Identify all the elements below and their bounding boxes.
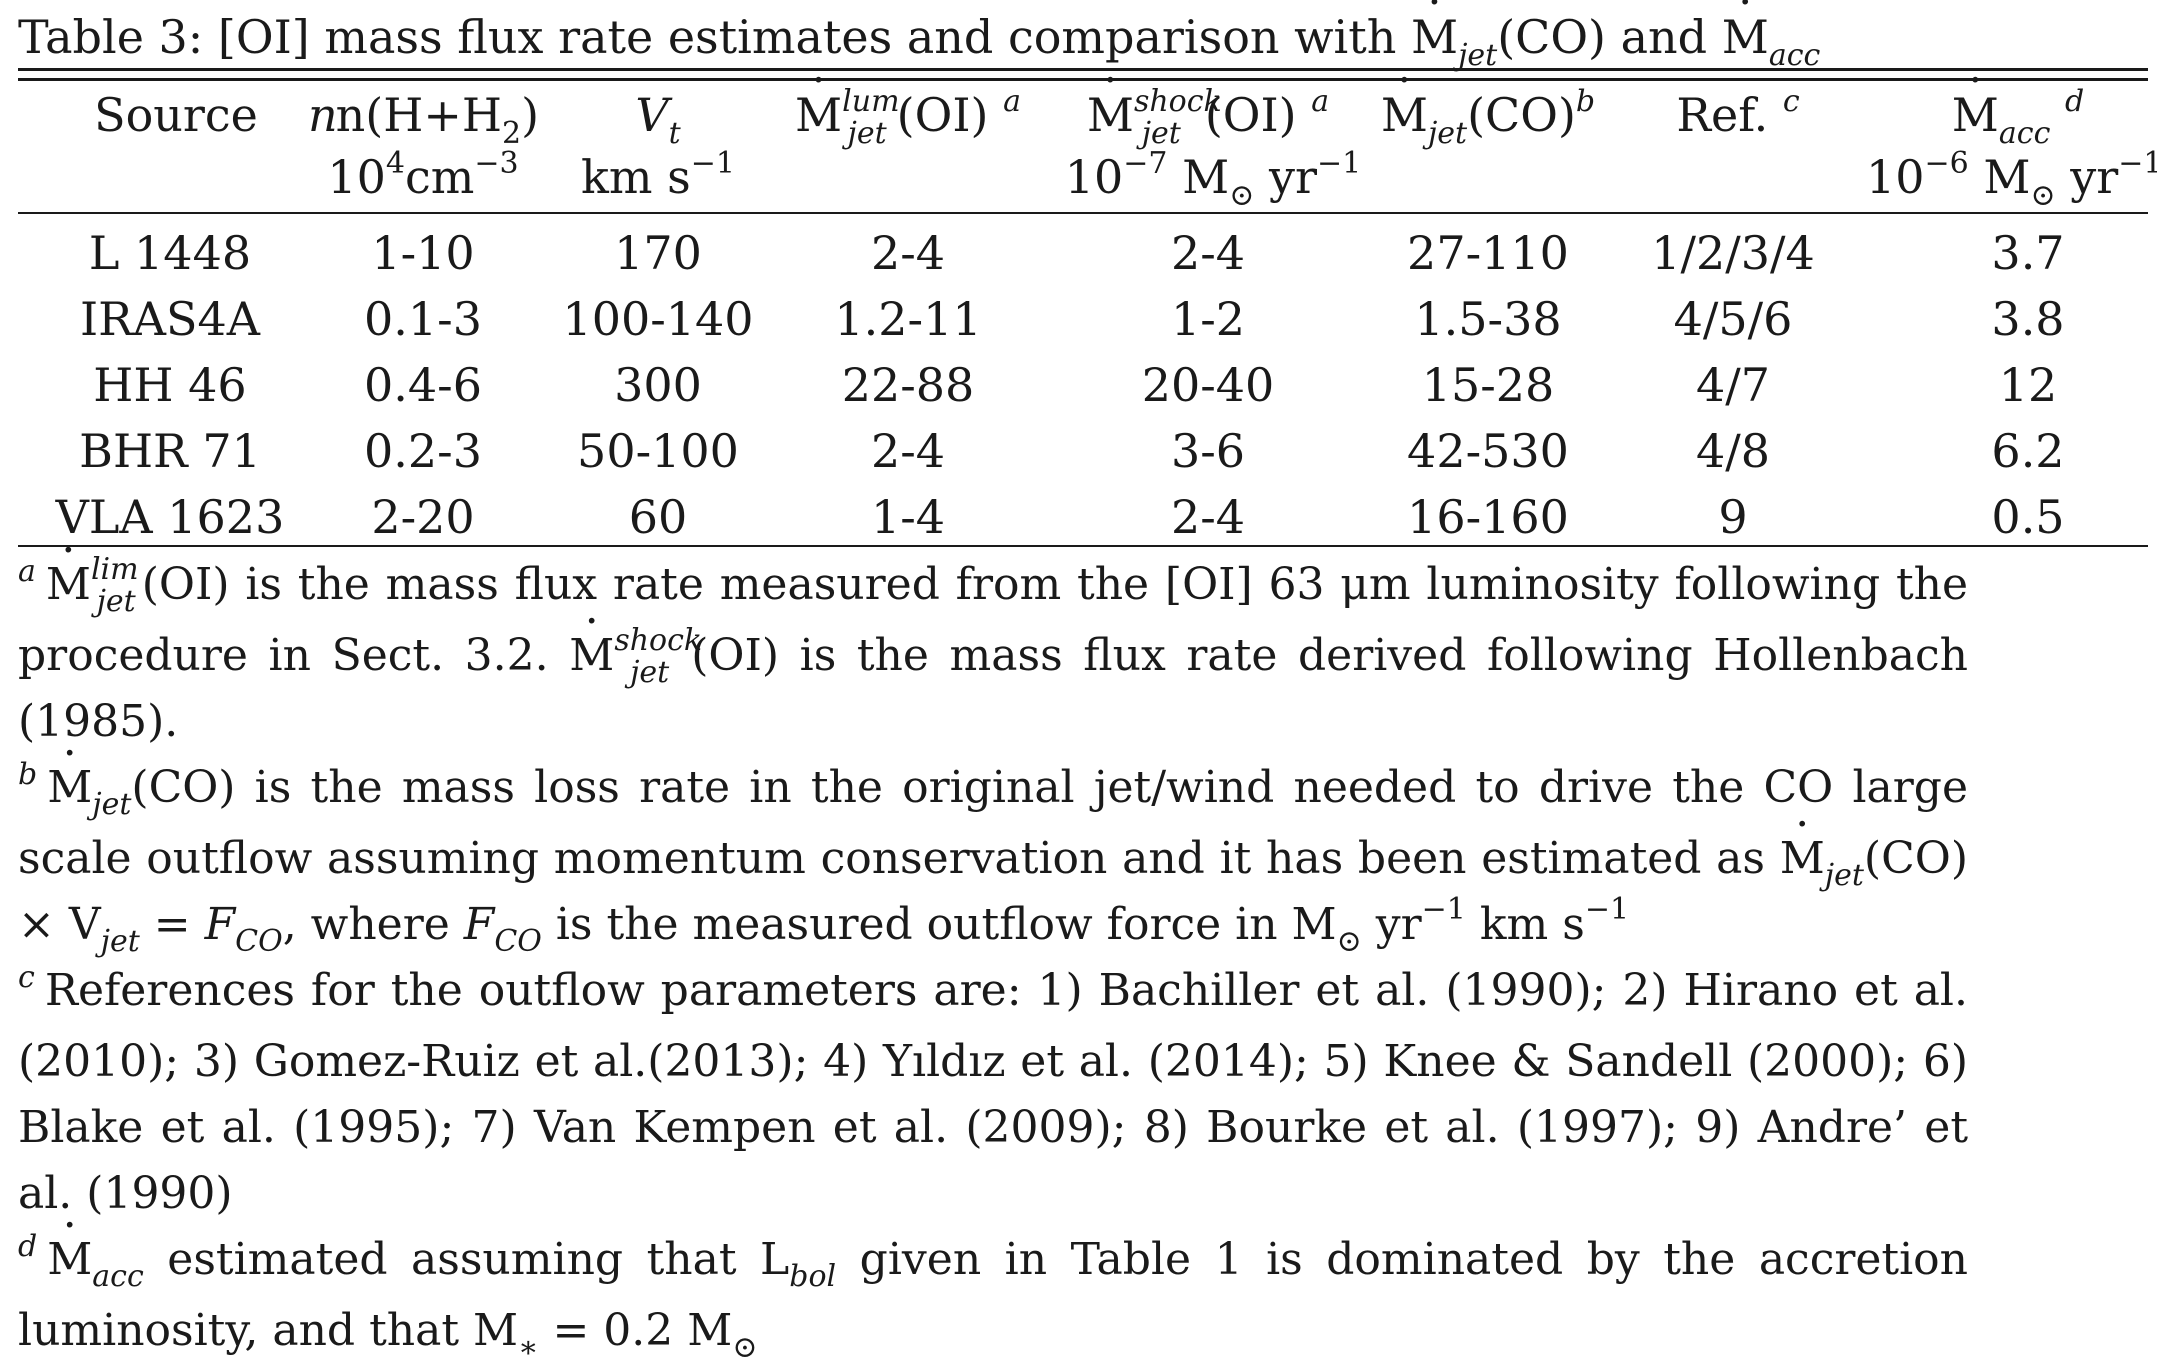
cell-density: 0.4-6 bbox=[364, 358, 482, 412]
cell-mshock: 20-40 bbox=[1141, 358, 1275, 412]
table-row: VLA 1623 2-20 60 1-4 2-4 16-160 9 0.5 bbox=[18, 484, 2148, 550]
cell-mjet-co: 1.5-38 bbox=[1414, 292, 1562, 346]
header-mjet-co: Mjet(CO)b bbox=[1368, 86, 1608, 149]
header-source: Source bbox=[94, 88, 258, 142]
cell-macc: 3.8 bbox=[1991, 292, 2065, 346]
cell-density: 1-10 bbox=[371, 226, 475, 280]
caption-mdot-acc: M bbox=[1722, 8, 1769, 66]
top-rule bbox=[18, 68, 2148, 71]
cell-mjet-co: 15-28 bbox=[1421, 358, 1555, 412]
header-mlum: Mlumjet(OI) a bbox=[768, 86, 1048, 149]
unit-density: 104cm−3 bbox=[327, 146, 519, 205]
cell-ref: 4/5/6 bbox=[1673, 292, 1793, 346]
caption-sub-acc: acc bbox=[1768, 38, 1821, 73]
cell-mshock: 1-2 bbox=[1170, 292, 1246, 346]
cell-ref: 4/7 bbox=[1695, 358, 1771, 412]
header-macc: Macc d bbox=[1898, 86, 2138, 149]
cell-vt: 100-140 bbox=[562, 292, 754, 346]
unit-velocity: km s−1 bbox=[581, 146, 735, 205]
note-d: dMacc estimated assuming that Lbol given… bbox=[18, 1227, 1968, 1364]
cell-mjet-co: 16-160 bbox=[1407, 490, 1569, 544]
cell-mshock: 3-6 bbox=[1170, 424, 1246, 478]
cell-mshock: 2-4 bbox=[1170, 490, 1246, 544]
cell-mshock: 2-4 bbox=[1170, 226, 1246, 280]
cell-mlum: 2-4 bbox=[870, 424, 946, 478]
header-rule bbox=[18, 212, 2148, 214]
cell-macc: 3.7 bbox=[1991, 226, 2065, 280]
table-notes: aMlimjet(OI) is the mass flux rate measu… bbox=[18, 552, 1968, 1364]
cell-mjet-co: 27-110 bbox=[1407, 226, 1569, 280]
cell-density: 2-20 bbox=[371, 490, 475, 544]
top-rule-2 bbox=[18, 78, 2148, 81]
cell-ref: 1/2/3/4 bbox=[1651, 226, 1815, 280]
cell-vt: 170 bbox=[614, 226, 702, 280]
cell-source: IRAS4A bbox=[79, 292, 261, 346]
cell-density: 0.2-3 bbox=[364, 424, 482, 478]
bottom-rule bbox=[18, 545, 2148, 547]
cell-macc: 12 bbox=[1998, 358, 2058, 412]
caption-text: Table 3: [OI] mass flux rate estimates a… bbox=[18, 10, 1411, 64]
cell-ref: 4/8 bbox=[1695, 424, 1771, 478]
caption-sub-jet: jet bbox=[1458, 38, 1498, 73]
header-vt: Vt bbox=[635, 88, 681, 151]
cell-mlum: 1-4 bbox=[870, 490, 946, 544]
cell-macc: 6.2 bbox=[1991, 424, 2065, 478]
caption-text-2: (CO) and bbox=[1497, 10, 1722, 64]
header-mshock: Mshockjet(OI) a bbox=[1058, 86, 1358, 149]
cell-vt: 50-100 bbox=[577, 424, 739, 478]
cell-source: L 1448 bbox=[88, 226, 252, 280]
table-row: HH 46 0.4-6 300 22-88 20-40 15-28 4/7 12 bbox=[18, 352, 2148, 418]
cell-vt: 300 bbox=[614, 358, 702, 412]
caption-mdot-jet: M bbox=[1411, 8, 1458, 66]
table-row: IRAS4A 0.1-3 100-140 1.2-11 1-2 1.5-38 4/5/6 3.… bbox=[18, 286, 2148, 352]
cell-mlum: 1.2-11 bbox=[834, 292, 982, 346]
cell-mlum: 2-4 bbox=[870, 226, 946, 280]
cell-vt: 60 bbox=[628, 490, 688, 544]
cell-mlum: 22-88 bbox=[841, 358, 975, 412]
header-ref: Ref. c bbox=[1676, 84, 1800, 143]
cell-density: 0.1-3 bbox=[364, 292, 482, 346]
cell-source: HH 46 bbox=[93, 358, 247, 412]
table-row: L 1448 1-10 170 2-4 2-4 27-110 1/2/3/4 3.7 bbox=[18, 220, 2148, 286]
table-row: BHR 71 0.2-3 50-100 2-4 3-6 42-530 4/8 6.2 bbox=[18, 418, 2148, 484]
cell-ref: 9 bbox=[1718, 490, 1748, 544]
unit-accretion: 10−6 M⊙ yr−1 bbox=[1866, 146, 2157, 213]
note-b: bMjet(CO) is the mass loss rate in the o… bbox=[18, 755, 1968, 958]
note-c: c References for the outflow parameters a… bbox=[18, 960, 1968, 1219]
unit-mass-flux: 10−7 M⊙ yr−1 bbox=[1064, 146, 1362, 213]
header-density: nn(H+H2) bbox=[308, 88, 540, 151]
cell-mjet-co: 42-530 bbox=[1407, 424, 1569, 478]
table-caption: Table 3: [OI] mass flux rate estimates a… bbox=[18, 8, 1820, 71]
note-a: aMlimjet(OI) is the mass flux rate measu… bbox=[18, 552, 1968, 755]
cell-source: VLA 1623 bbox=[55, 490, 285, 544]
cell-macc: 0.5 bbox=[1991, 490, 2065, 544]
cell-source: BHR 71 bbox=[79, 424, 261, 478]
